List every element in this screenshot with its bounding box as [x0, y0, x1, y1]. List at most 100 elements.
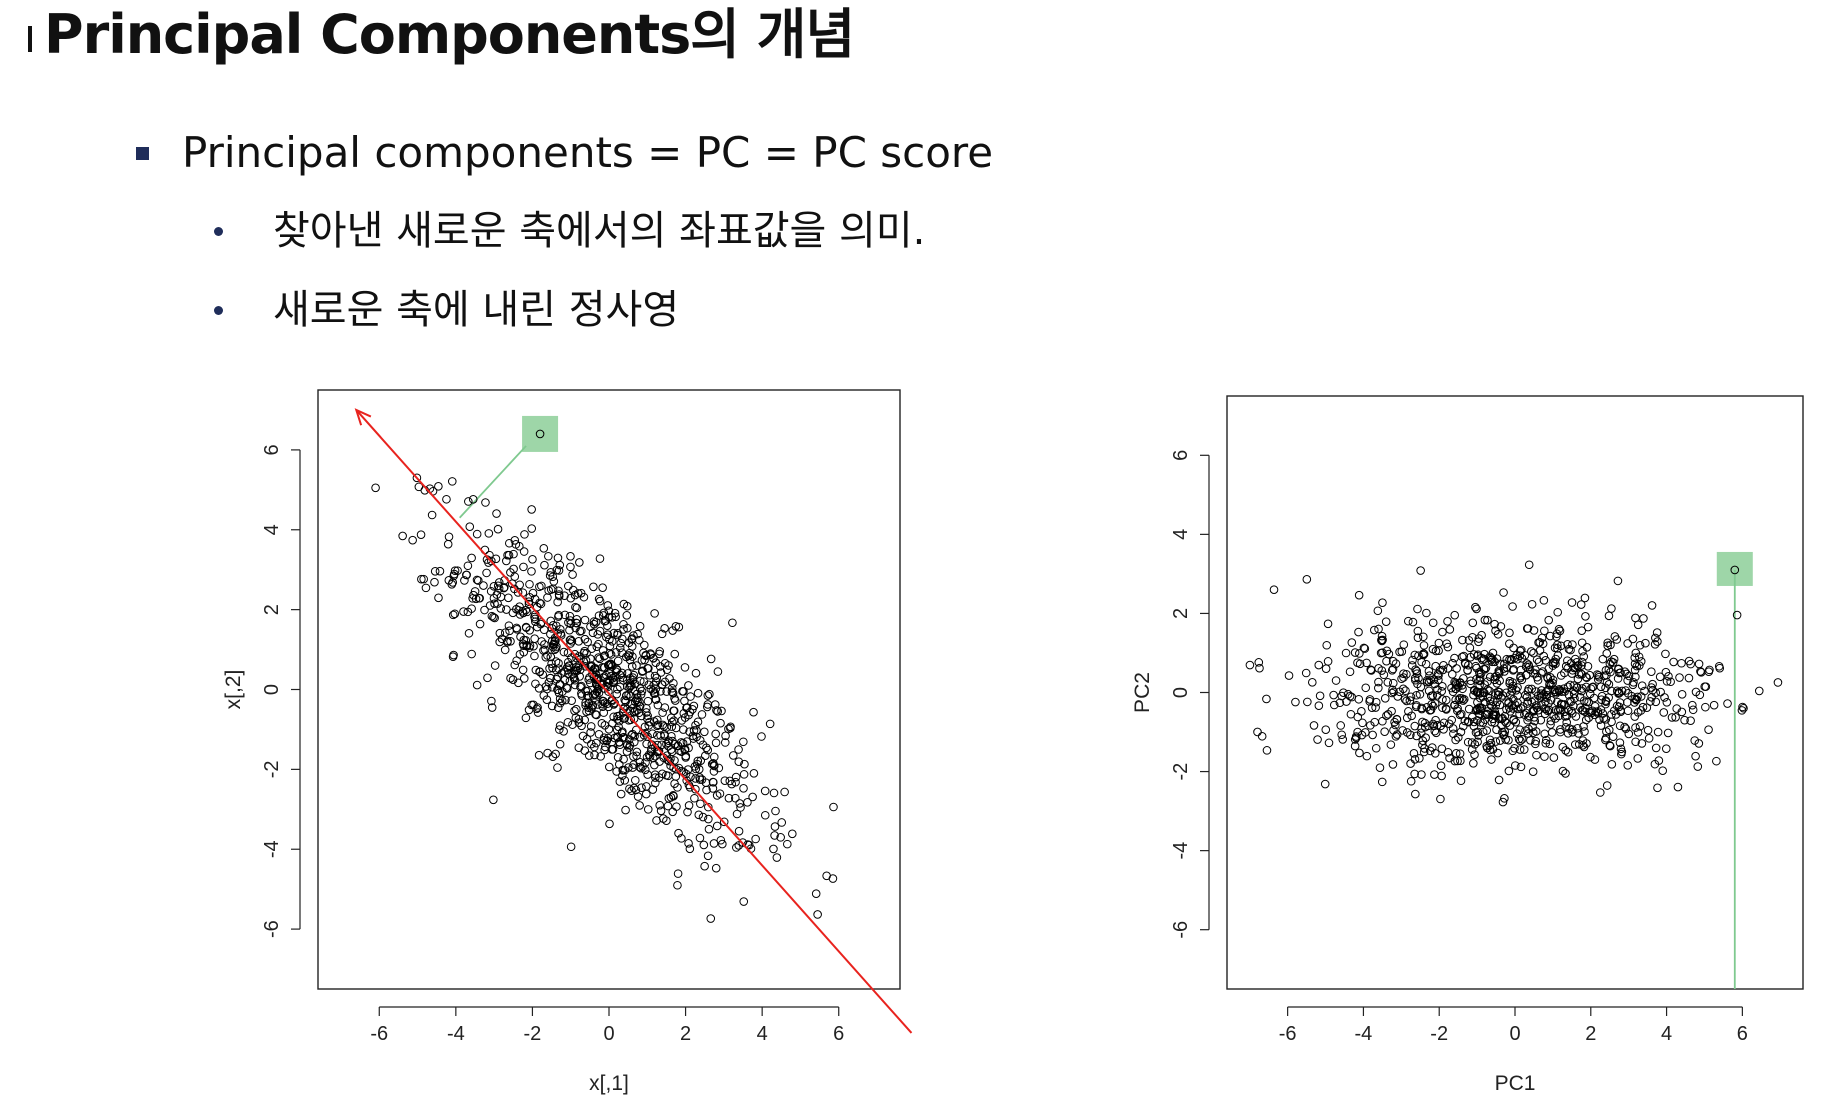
data-point — [1539, 690, 1549, 699]
data-point — [651, 778, 660, 788]
data-point — [1490, 672, 1500, 682]
data-point — [1532, 655, 1542, 664]
data-point — [1532, 750, 1541, 760]
data-point — [1469, 685, 1479, 695]
data-point — [674, 622, 684, 632]
data-point — [1442, 639, 1451, 648]
data-point — [677, 834, 686, 843]
data-point — [594, 653, 603, 662]
data-point — [1640, 686, 1649, 696]
data-point — [1437, 771, 1446, 781]
data-point — [1438, 695, 1447, 704]
data-point — [1500, 794, 1509, 803]
data-point — [1406, 730, 1415, 740]
data-point — [1667, 713, 1677, 722]
x-tick-label: 4 — [757, 1023, 768, 1045]
data-point — [1651, 633, 1660, 643]
data-point — [1392, 730, 1402, 739]
data-point — [1494, 690, 1503, 700]
data-point — [633, 629, 642, 639]
data-point — [739, 770, 749, 779]
data-point — [1546, 716, 1556, 726]
data-point — [1469, 758, 1478, 768]
x-tick-label: 2 — [680, 1023, 691, 1045]
data-point — [1553, 607, 1563, 617]
data-point — [1355, 649, 1364, 658]
data-point — [434, 482, 443, 491]
data-point — [1636, 706, 1646, 715]
data-point — [487, 703, 497, 712]
data-point — [1418, 736, 1428, 745]
data-point — [587, 661, 596, 670]
data-point — [556, 698, 565, 708]
x-tick-label: -2 — [524, 1023, 542, 1045]
data-point — [1443, 642, 1453, 652]
data-point — [521, 636, 531, 645]
data-point — [1539, 596, 1549, 605]
data-point — [702, 743, 711, 753]
data-point — [1472, 674, 1481, 684]
data-point — [1488, 648, 1498, 658]
data-point — [656, 687, 665, 696]
data-point — [1590, 755, 1600, 764]
data-point — [1567, 598, 1577, 607]
data-point — [1574, 660, 1583, 670]
data-point — [1400, 695, 1410, 704]
data-point — [1367, 703, 1377, 712]
data-point — [748, 792, 757, 802]
data-point — [1510, 743, 1519, 753]
data-point — [1671, 713, 1680, 722]
data-point — [529, 641, 538, 651]
data-point — [620, 776, 630, 785]
data-point — [1516, 671, 1525, 681]
data-point — [576, 588, 586, 598]
data-point — [662, 816, 671, 825]
data-point — [1387, 666, 1397, 675]
data-point — [1323, 619, 1333, 629]
data-point — [1624, 671, 1634, 681]
data-point — [1608, 658, 1618, 667]
data-point — [1321, 725, 1331, 735]
data-point — [1599, 713, 1609, 723]
data-point — [1336, 721, 1346, 730]
data-point — [1284, 671, 1294, 680]
data-point — [1491, 626, 1500, 635]
data-point — [505, 538, 514, 548]
data-point — [589, 582, 598, 592]
data-point — [1505, 707, 1515, 716]
data-point — [1381, 617, 1391, 626]
data-point — [1695, 690, 1705, 700]
data-point — [1350, 741, 1360, 751]
data-point — [727, 779, 737, 789]
data-point — [605, 669, 614, 678]
dot-bullet-icon — [214, 305, 223, 315]
data-point — [1411, 789, 1420, 799]
data-point — [637, 686, 647, 696]
data-point — [626, 691, 635, 701]
data-point — [448, 610, 458, 620]
data-point — [1451, 735, 1460, 745]
data-point — [698, 812, 708, 822]
data-point — [1338, 735, 1348, 744]
data-point — [1480, 697, 1490, 707]
data-point — [731, 772, 741, 782]
data-point — [630, 686, 640, 695]
data-point — [1417, 770, 1426, 779]
data-point — [648, 653, 658, 663]
data-point — [1628, 634, 1638, 644]
data-point — [601, 742, 610, 752]
data-point — [547, 659, 556, 668]
data-point — [1410, 769, 1419, 779]
data-point — [648, 753, 658, 763]
data-point — [1491, 710, 1500, 719]
data-point — [1341, 648, 1351, 658]
data-point — [1359, 643, 1369, 653]
data-point — [1548, 678, 1557, 688]
data-point — [595, 554, 605, 563]
data-point — [630, 679, 640, 689]
data-point — [1582, 739, 1591, 748]
data-point — [623, 623, 632, 633]
data-point — [662, 665, 672, 675]
data-point — [1551, 714, 1560, 723]
data-point — [449, 571, 459, 581]
